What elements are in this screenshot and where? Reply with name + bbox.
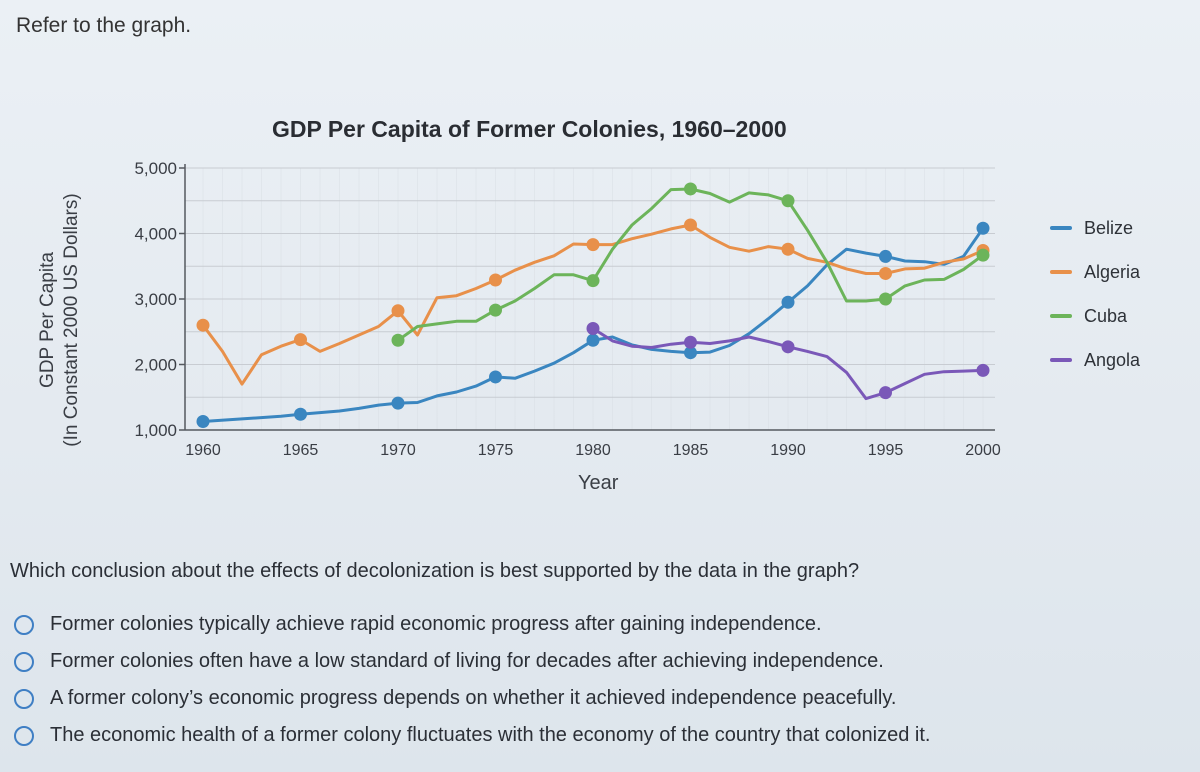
x-tick-label: 1970	[380, 442, 416, 459]
x-tick-label: 1960	[185, 442, 221, 459]
data-point-algeria	[196, 318, 210, 332]
answer-option-text: Former colonies often have a low standar…	[50, 650, 884, 672]
data-point-cuba	[879, 292, 892, 306]
chart-title: GDP Per Capita of Former Colonies, 1960–…	[272, 116, 787, 142]
question-text: Which conclusion about the effects of de…	[10, 560, 860, 582]
answer-option-text: The economic health of a former colony f…	[50, 724, 931, 746]
data-point-cuba	[586, 274, 600, 288]
data-point-belize	[391, 396, 405, 410]
data-point-cuba	[489, 303, 502, 317]
answer-option-text: A former colony’s economic progress depe…	[50, 687, 897, 709]
answer-option-3[interactable]: A former colony’s economic progress depe…	[14, 680, 930, 717]
data-point-belize	[976, 221, 990, 235]
radio-button[interactable]	[14, 651, 34, 672]
legend-item-algeria: Algeria	[1050, 250, 1140, 294]
legend-label: Belize	[1084, 217, 1134, 238]
x-tick-label: 2000	[965, 442, 1001, 459]
data-point-angola	[879, 386, 892, 400]
radio-button[interactable]	[14, 725, 34, 746]
legend-swatch	[1050, 314, 1072, 318]
y-tick-label: 3,000	[134, 290, 177, 309]
x-tick-label: 1980	[575, 442, 611, 459]
x-tick-label: 1965	[283, 442, 319, 459]
legend-swatch	[1050, 358, 1072, 362]
data-point-algeria	[586, 238, 600, 252]
data-point-cuba	[781, 194, 795, 208]
answer-option-2[interactable]: Former colonies often have a low standar…	[14, 643, 930, 680]
series-line-belize	[202, 227, 985, 423]
data-point-angola	[781, 340, 795, 354]
legend-label: Angola	[1084, 349, 1141, 370]
answer-option-1[interactable]: Former colonies typically achieve rapid …	[14, 606, 930, 643]
y-tick-label: 2,000	[134, 356, 177, 375]
data-point-belize	[586, 333, 600, 347]
answer-option-4[interactable]: The economic health of a former colony f…	[14, 717, 930, 754]
data-point-algeria	[781, 242, 795, 256]
y-tick-label: 1,000	[134, 421, 177, 440]
legend-item-belize: Belize	[1050, 206, 1140, 250]
legend-label: Algeria	[1084, 261, 1141, 282]
data-point-cuba	[391, 333, 405, 347]
legend-swatch	[1050, 226, 1072, 230]
prompt-text: Refer to the graph.	[16, 14, 192, 37]
legend-item-cuba: Cuba	[1050, 294, 1140, 338]
y-tick-label: 4,000	[134, 225, 177, 244]
data-point-belize	[684, 346, 697, 360]
chart-legend: Belize Algeria Cuba Angola	[1050, 206, 1140, 382]
legend-swatch	[1050, 270, 1072, 274]
x-tick-label: 1975	[478, 442, 514, 459]
data-point-algeria	[391, 304, 405, 318]
x-tick-label: 1990	[770, 442, 806, 459]
data-point-belize	[879, 249, 892, 263]
radio-button[interactable]	[14, 688, 34, 709]
x-axis-label: Year	[578, 472, 619, 494]
answer-options: Former colonies typically achieve rapid …	[14, 606, 930, 754]
data-point-algeria	[489, 273, 502, 287]
radio-button[interactable]	[14, 614, 34, 635]
data-point-angola	[976, 363, 990, 377]
data-point-angola	[586, 321, 600, 335]
data-point-algeria	[684, 218, 697, 232]
y-tick-label: 5,000	[134, 159, 177, 178]
x-tick-label: 1985	[673, 442, 709, 459]
x-tick-label: 1995	[868, 442, 904, 459]
legend-item-angola: Angola	[1050, 338, 1140, 382]
data-point-belize	[781, 295, 795, 309]
data-point-angola	[684, 335, 697, 349]
data-point-belize	[196, 414, 210, 428]
data-point-cuba	[684, 182, 697, 196]
data-point-cuba	[976, 248, 990, 262]
data-point-algeria	[294, 333, 307, 347]
answer-option-text: Former colonies typically achieve rapid …	[50, 613, 822, 635]
data-point-algeria	[879, 266, 892, 280]
legend-label: Cuba	[1084, 305, 1128, 326]
data-point-belize	[294, 407, 307, 421]
data-point-belize	[489, 370, 502, 384]
